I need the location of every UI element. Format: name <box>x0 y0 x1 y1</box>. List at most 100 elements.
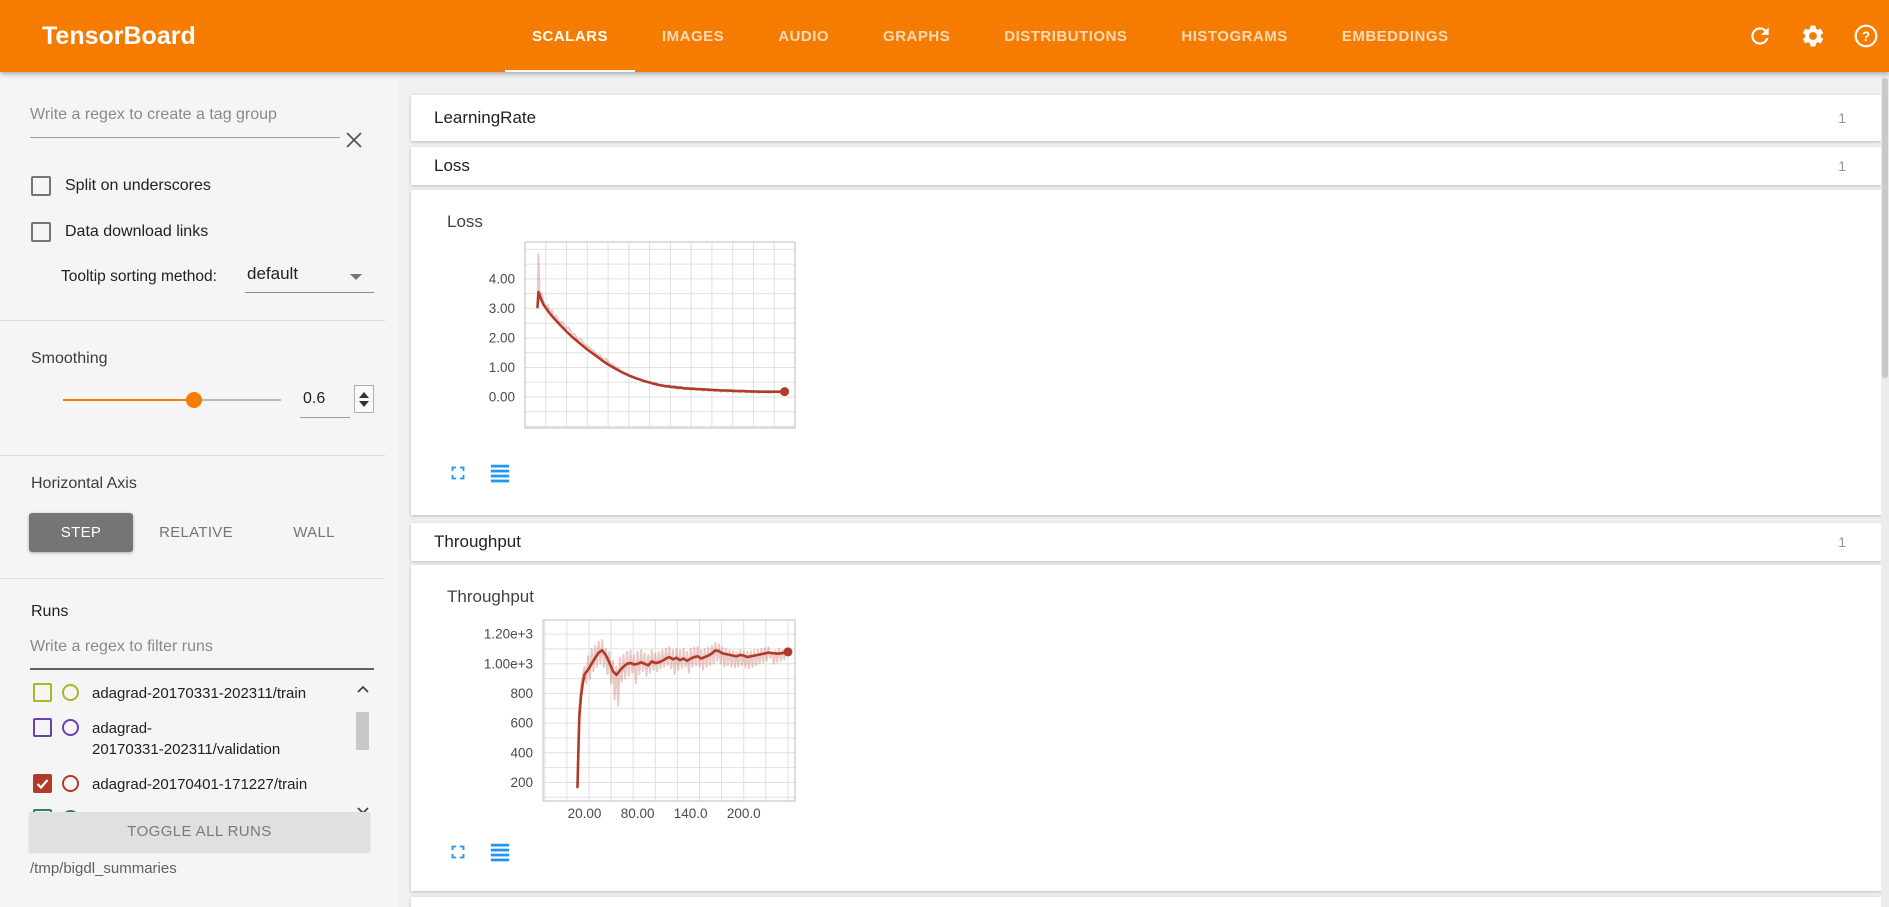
runs-filter-input[interactable] <box>30 638 360 656</box>
log-directory: /tmp/bigdl_summaries <box>30 860 177 877</box>
tab-graphs[interactable]: GRAPHS <box>883 28 951 45</box>
divider <box>0 455 385 456</box>
tag-filter-input[interactable] <box>30 106 340 124</box>
tooltip-sorting-select[interactable]: default <box>247 264 299 283</box>
svg-text:80.00: 80.00 <box>621 806 655 821</box>
svg-text:1.20e+3: 1.20e+3 <box>484 627 533 642</box>
section-title: Throughput <box>434 532 521 551</box>
tooltip-sorting-label: Tooltip sorting method: <box>61 268 217 285</box>
svg-text:140.0: 140.0 <box>674 806 708 821</box>
run-row[interactable]: adagrad- 20170331-202311/validation <box>0 711 352 767</box>
tab-images[interactable]: IMAGES <box>662 28 725 45</box>
scroll-up-icon[interactable] <box>355 684 371 694</box>
run-name: adagrad-20170331-202311/train <box>92 685 307 702</box>
scrollbar-thumb[interactable] <box>356 712 369 750</box>
checkbox-box[interactable] <box>31 176 51 196</box>
tab-scalars[interactable]: SCALARS <box>505 0 636 72</box>
checkbox-box[interactable] <box>31 222 51 242</box>
toggle-all-runs-button[interactable]: TOGGLE ALL RUNS <box>29 812 370 852</box>
refresh-icon[interactable] <box>1747 23 1773 49</box>
check-icon <box>36 779 49 790</box>
scrollbar-thumb[interactable] <box>1882 78 1888 378</box>
fullscreen-icon[interactable] <box>447 462 469 484</box>
smoothing-slider[interactable] <box>63 392 281 408</box>
stepper-down-icon[interactable] <box>359 400 369 407</box>
axis-button-step[interactable]: STEP <box>29 513 133 552</box>
svg-text:2.00: 2.00 <box>489 330 515 345</box>
slider-knob[interactable] <box>186 392 202 408</box>
help-icon[interactable]: ? <box>1853 23 1879 49</box>
split-underscores-checkbox[interactable]: Split on underscores <box>31 176 211 196</box>
app-title: TensorBoard <box>42 22 196 50</box>
tab-bar: SCALARS IMAGES AUDIO GRAPHS DISTRIBUTIONS HIS… <box>505 0 1476 72</box>
throughput-chart-card: Throughput 200 400 600 800 1.00e+3 1.20e+3 20.… <box>411 565 1881 891</box>
run-checkbox[interactable] <box>33 718 52 737</box>
section-count-badge: 1 <box>1838 158 1846 174</box>
checkbox-label: Data download links <box>65 223 209 240</box>
divider <box>0 578 385 579</box>
quantity-stepper[interactable] <box>354 385 374 413</box>
data-table-icon[interactable] <box>489 841 511 863</box>
smoothing-underline <box>300 417 350 418</box>
axis-button-wall[interactable]: WALL <box>293 524 335 541</box>
chart-title: Loss <box>447 212 483 231</box>
tab-histograms[interactable]: HISTOGRAMS <box>1181 28 1288 45</box>
runs-list: adagrad-20170331-202311/train adagrad- 201… <box>0 676 352 812</box>
section-next-partial[interactable] <box>411 897 1881 907</box>
smoothing-value-input[interactable] <box>303 390 345 408</box>
horizontal-axis-label: Horizontal Axis <box>31 475 137 492</box>
run-checkbox[interactable] <box>33 809 52 812</box>
run-name: adagrad- 20170331-202311/validation <box>92 720 281 758</box>
select-underline <box>245 292 374 293</box>
gear-icon[interactable] <box>1800 23 1826 49</box>
svg-text:3.00: 3.00 <box>489 301 515 316</box>
runs-scrollbar[interactable] <box>354 684 372 816</box>
section-learningrate[interactable]: LearningRate 1 <box>411 95 1881 141</box>
run-name: adagrad-20170401-171227/train <box>92 776 308 793</box>
runs-label: Runs <box>31 603 69 620</box>
loss-chart[interactable]: 0.00 1.00 2.00 3.00 4.00 <box>445 230 815 445</box>
section-loss-header[interactable]: Loss 1 <box>411 147 1881 185</box>
run-name: adagrad-20170401-171227/validation <box>92 809 281 812</box>
chart-title: Throughput <box>447 587 534 606</box>
section-count-badge: 1 <box>1838 110 1846 126</box>
run-checkbox[interactable] <box>33 683 52 702</box>
app-header: TensorBoard SCALARS IMAGES AUDIO GRAPHS DIST… <box>0 0 1889 72</box>
throughput-chart[interactable]: 200 400 600 800 1.00e+3 1.20e+3 20.00 80.00 140.… <box>445 605 815 831</box>
close-icon[interactable] <box>343 129 365 151</box>
chevron-down-icon[interactable] <box>350 274 362 280</box>
section-throughput-header[interactable]: Throughput 1 <box>411 523 1881 561</box>
smoothing-label: Smoothing <box>31 350 108 367</box>
data-download-checkbox[interactable]: Data download links <box>31 222 208 242</box>
svg-text:800: 800 <box>510 686 533 701</box>
svg-text:1.00e+3: 1.00e+3 <box>484 656 533 671</box>
data-table-icon[interactable] <box>489 462 511 484</box>
tab-embeddings[interactable]: EMBEDDINGS <box>1341 28 1449 45</box>
run-row[interactable]: adagrad-20170331-202311/train <box>0 676 352 711</box>
run-row[interactable]: adagrad-20170401-171227/train <box>0 767 352 802</box>
run-row[interactable]: adagrad-20170401-171227/validation <box>0 802 352 812</box>
tab-distributions[interactable]: DISTRIBUTIONS <box>1004 28 1128 45</box>
run-color-circle <box>62 775 79 792</box>
section-count-badge: 1 <box>1838 534 1846 550</box>
fullscreen-icon[interactable] <box>447 841 469 863</box>
main-scrollbar[interactable] <box>1881 72 1889 907</box>
svg-text:20.00: 20.00 <box>568 806 602 821</box>
main-content: LearningRate 1 Loss 1 Loss 0.00 1.00 2.00 3… <box>399 72 1889 907</box>
svg-text:0.00: 0.00 <box>489 390 515 405</box>
section-title: Loss <box>434 156 470 175</box>
svg-text:?: ? <box>1862 29 1870 44</box>
run-color-circle <box>62 719 79 736</box>
tab-audio[interactable]: AUDIO <box>778 28 830 45</box>
svg-text:4.00: 4.00 <box>489 271 515 286</box>
svg-text:400: 400 <box>510 745 533 760</box>
run-checkbox[interactable] <box>33 774 52 793</box>
svg-text:200: 200 <box>510 775 533 790</box>
divider <box>0 320 385 321</box>
stepper-up-icon[interactable] <box>359 391 369 398</box>
axis-button-relative[interactable]: RELATIVE <box>159 524 233 541</box>
loss-chart-card: Loss 0.00 1.00 2.00 3.00 4.00 <box>411 190 1881 515</box>
section-title: LearningRate <box>434 108 537 127</box>
runs-filter-underline <box>30 668 374 670</box>
tag-filter-underline <box>30 137 340 138</box>
